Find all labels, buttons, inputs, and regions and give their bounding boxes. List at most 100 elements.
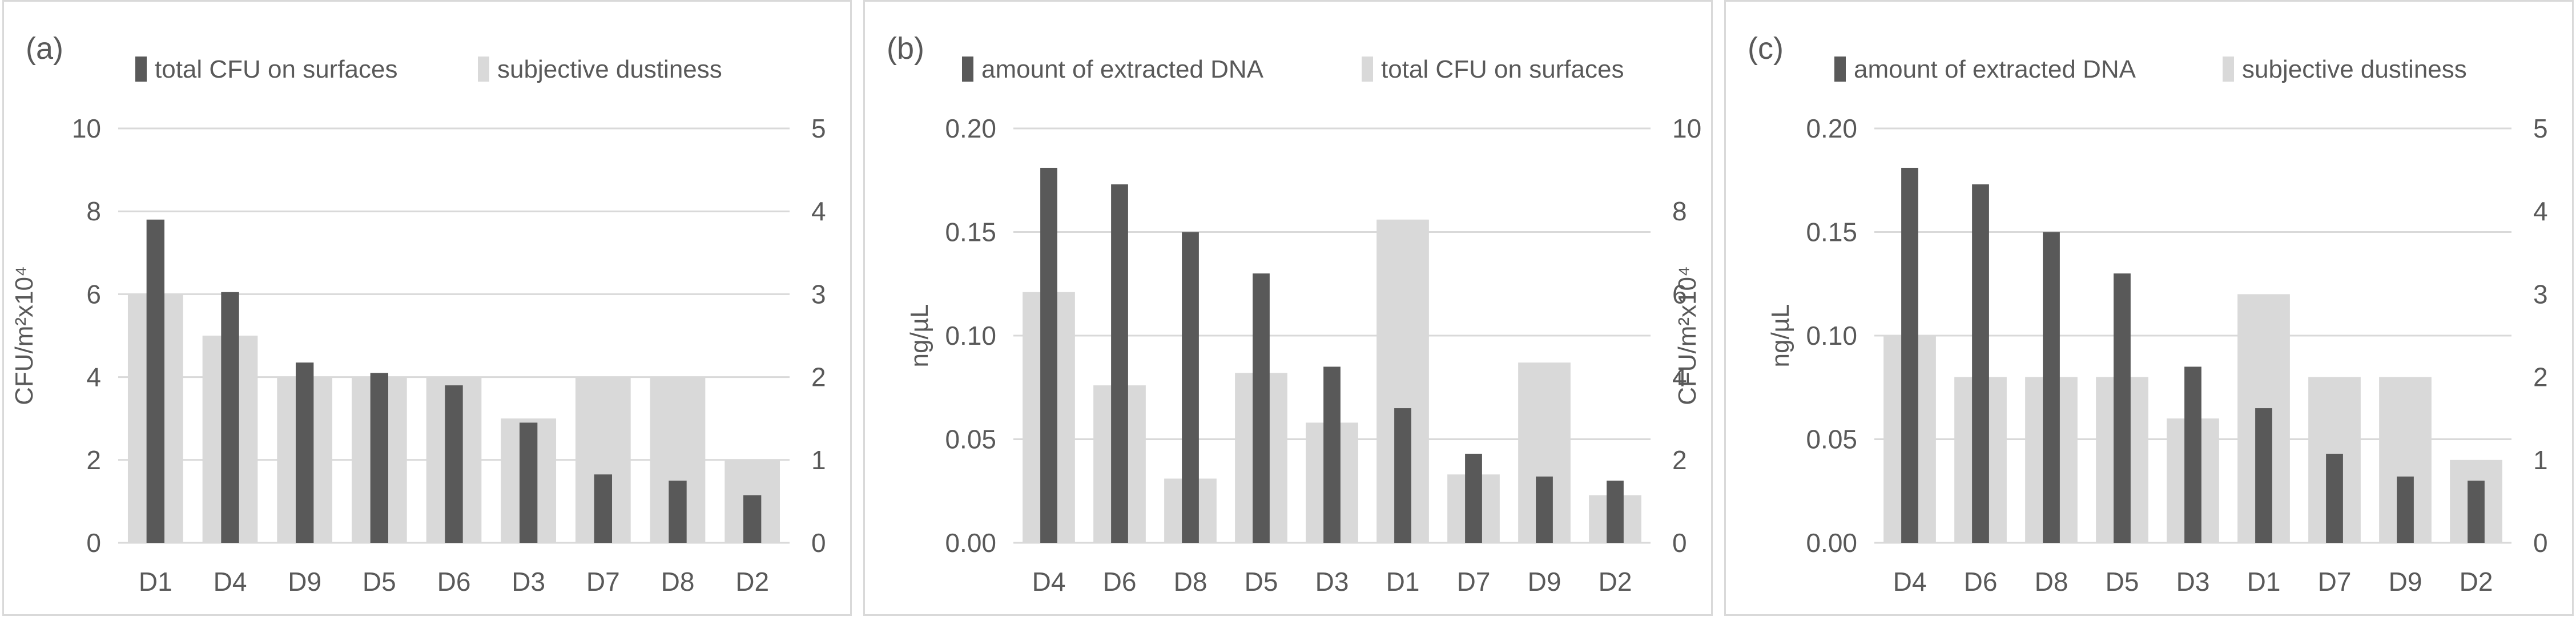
y-tick-label-b-0: 0.00 (945, 528, 996, 558)
y-tick-label-c-2: 0.10 (1806, 321, 1857, 350)
bar-c-dark-D7 (2326, 453, 2343, 543)
x-tick-label-a-6: D7 (586, 567, 620, 596)
x-tick-label-b-8: D2 (1599, 567, 1632, 596)
y-tick-label-a-0: 0 (86, 528, 101, 558)
x-tick-label-b-7: D9 (1528, 567, 1561, 596)
y2-tick-label-a-1: 1 (811, 445, 826, 475)
y-tick-label-a-1: 2 (86, 445, 101, 475)
y2-tick-label-a-5: 5 (811, 114, 826, 143)
y-tick-label-c-1: 0.05 (1806, 425, 1857, 454)
y-tick-label-a-2: 4 (86, 362, 101, 392)
bar-a-dark-D3 (519, 422, 538, 543)
y-tick-label-b-4: 0.20 (945, 114, 996, 143)
legend-swatch-b-1 (1362, 57, 1373, 82)
y-tick-label-a-4: 8 (86, 196, 101, 226)
y-tick-label-c-3: 0.15 (1806, 217, 1857, 247)
y2-tick-label-c-5: 5 (2533, 114, 2548, 143)
y2-tick-label-c-3: 3 (2533, 279, 2548, 309)
bar-a-dark-D5 (370, 373, 389, 543)
x-tick-label-a-3: D5 (363, 567, 396, 596)
legend-label-a-1: subjective dustiness (497, 55, 722, 83)
legend-swatch-c-1 (2223, 57, 2234, 82)
bar-c-dark-D4 (1901, 167, 1918, 543)
bar-c-dark-D1 (2255, 408, 2272, 543)
chart-c-svg: (c) 0.00 0.05 0.10 0.15 0.20 0 1 2 3 4 5 ng/µL D4 D6 D8… (1748, 31, 2548, 596)
y2-tick-label-b-0: 0 (1672, 528, 1687, 558)
bar-a-dark-D4 (221, 292, 239, 543)
x-tick-label-a-5: D3 (512, 567, 545, 596)
bar-b-dark-D4 (1040, 167, 1057, 543)
bar-c-dark-D9 (2397, 476, 2414, 543)
panel-label-c: (c) (1748, 31, 1784, 66)
chart-panel-a: (a) 0 2 4 6 8 10 0 1 2 3 4 5 CFU/m²x10⁴ D1 D4 D9 D5 D6 D3 D7… (2, 0, 852, 616)
panel-label-a: (a) (26, 31, 63, 66)
x-tick-label-b-0: D4 (1032, 567, 1066, 596)
y-tick-label-c-4: 0.20 (1806, 114, 1857, 143)
x-tick-label-a-8: D2 (735, 567, 769, 596)
y-axis-title-c: ng/µL (1766, 304, 1794, 368)
x-tick-label-c-7: D9 (2389, 567, 2422, 596)
y-axis-title-b: ng/µL (905, 304, 933, 368)
bar-c-dark-D6 (1972, 184, 1989, 543)
bar-c-dark-D5 (2114, 273, 2131, 543)
bar-a-dark-D7 (594, 474, 613, 543)
y-tick-label-a-3: 6 (86, 279, 101, 309)
x-tick-label-c-1: D6 (1964, 567, 1998, 596)
bar-a-dark-D8 (669, 481, 687, 543)
bar-b-dark-D9 (1536, 476, 1553, 543)
chart-panel-b: (b) 0.00 0.05 0.10 0.15 0.20 0 2 4 6 8 10 ng/µL CFU/m… (863, 0, 1713, 616)
legend-label-a-0: total CFU on surfaces (155, 55, 398, 83)
x-tick-label-b-6: D7 (1457, 567, 1491, 596)
y2-tick-label-c-0: 0 (2533, 528, 2548, 558)
chart-b-svg: (b) 0.00 0.05 0.10 0.15 0.20 0 2 4 6 8 10 ng/µL CFU/m… (887, 31, 1701, 596)
x-tick-label-a-7: D8 (661, 567, 695, 596)
bar-c-dark-D2 (2468, 481, 2485, 543)
bar-c-dark-D8 (2043, 232, 2060, 543)
x-tick-label-b-5: D1 (1386, 567, 1420, 596)
x-tick-label-b-2: D8 (1174, 567, 1208, 596)
legend-label-c-1: subjective dustiness (2242, 55, 2467, 83)
y2-tick-label-a-4: 4 (811, 196, 826, 226)
legend-swatch-b-0 (962, 57, 973, 82)
bar-b-dark-D1 (1394, 408, 1411, 543)
y2-tick-label-c-4: 4 (2533, 196, 2548, 226)
x-tick-label-b-3: D5 (1245, 567, 1278, 596)
y2-tick-label-b-1: 2 (1672, 445, 1687, 475)
x-tick-label-c-3: D5 (2106, 567, 2139, 596)
bar-b-dark-D8 (1182, 232, 1199, 543)
bar-b-dark-D7 (1465, 453, 1482, 543)
y2-tick-label-c-1: 1 (2533, 445, 2548, 475)
y2-tick-label-b-4: 8 (1672, 196, 1687, 226)
x-tick-label-a-4: D6 (437, 567, 471, 596)
x-tick-label-c-2: D8 (2035, 567, 2068, 596)
x-tick-label-a-1: D4 (214, 567, 247, 596)
bar-b-dark-D2 (1607, 481, 1624, 543)
y2-tick-label-a-2: 2 (811, 362, 826, 392)
y-tick-label-c-0: 0.00 (1806, 528, 1857, 558)
bar-a-dark-D1 (146, 219, 165, 543)
bar-b-dark-D5 (1253, 273, 1270, 543)
y2-axis-title-b: CFU/m²x10⁴ (1673, 266, 1701, 405)
y2-tick-label-b-3: 6 (1672, 279, 1687, 309)
legend-label-b-0: amount of extracted DNA (981, 55, 1264, 83)
legend-swatch-c-0 (1834, 57, 1846, 82)
y-tick-label-b-2: 0.10 (945, 321, 996, 350)
x-tick-label-c-4: D3 (2176, 567, 2210, 596)
y2-tick-label-a-3: 3 (811, 279, 826, 309)
y-tick-label-b-1: 0.05 (945, 425, 996, 454)
chart-panel-c: (c) 0.00 0.05 0.10 0.15 0.20 0 1 2 3 4 5 ng/µL D4 D6 D8… (1724, 0, 2574, 616)
x-tick-label-a-0: D1 (139, 567, 172, 596)
legend-swatch-a-0 (135, 57, 147, 82)
chart-a-svg: (a) 0 2 4 6 8 10 0 1 2 3 4 5 CFU/m²x10⁴ D1 D4 D9 D5 D6 D3 D7… (10, 31, 826, 596)
bar-c-dark-D3 (2184, 366, 2201, 543)
x-tick-label-b-1: D6 (1103, 567, 1137, 596)
legend-label-c-0: amount of extracted DNA (1854, 55, 2136, 83)
x-tick-label-b-4: D3 (1315, 567, 1349, 596)
bar-a-dark-D2 (743, 495, 762, 543)
y-axis-title-a: CFU/m²x10⁴ (10, 266, 38, 405)
legend-swatch-a-1 (478, 57, 489, 82)
panel-label-b: (b) (887, 31, 924, 66)
bar-a-dark-D6 (445, 385, 463, 543)
y2-tick-label-b-5: 10 (1672, 114, 1701, 143)
y2-tick-label-c-2: 2 (2533, 362, 2548, 392)
